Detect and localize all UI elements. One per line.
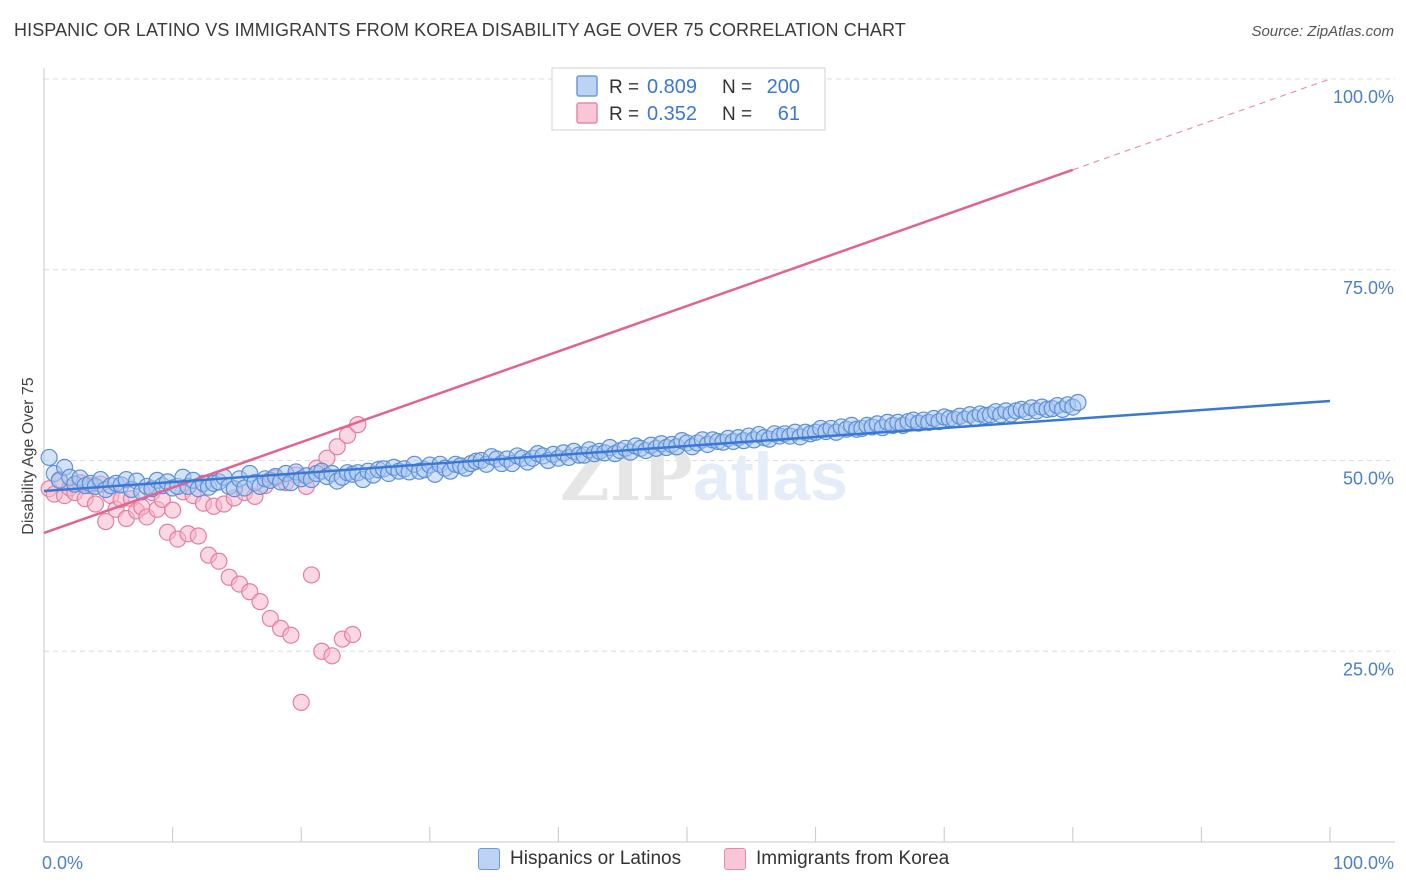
korea-point bbox=[251, 593, 269, 611]
korea-point bbox=[86, 495, 105, 513]
korea-point bbox=[292, 693, 310, 711]
hispanic-point bbox=[40, 448, 58, 467]
watermark-atlas: atlas bbox=[693, 439, 848, 515]
y-tick-label-0: 25.0% bbox=[1343, 659, 1394, 679]
korea-point bbox=[261, 609, 279, 628]
korea-point bbox=[328, 438, 346, 456]
korea-point bbox=[344, 625, 362, 644]
tick-labels: 0.0% 100.0% 25.0% 50.0% 75.0% 100.0% bbox=[42, 87, 1394, 873]
legend-r-value: 0.809 bbox=[647, 76, 697, 98]
hispanic-point bbox=[1069, 393, 1087, 412]
trend-lines bbox=[43, 78, 1331, 535]
korea-point bbox=[189, 527, 207, 545]
bottom-legend: Hispanics or Latinos Immigrants from Kor… bbox=[0, 848, 1406, 880]
legend-swatch-pink bbox=[724, 848, 746, 870]
legend-item-hispanics: Hispanics or Latinos bbox=[478, 848, 681, 870]
hispanic-trend-line bbox=[43, 399, 1331, 493]
korea-point bbox=[323, 647, 341, 665]
source-credit: Source: ZipAtlas.com bbox=[1251, 23, 1394, 40]
legend-r-label: R = bbox=[609, 104, 639, 125]
legend-item-korea: Immigrants from Korea bbox=[724, 848, 949, 870]
korea-point bbox=[338, 426, 357, 444]
correlation-legend: R = 0.809 N = 200 R = 0.352 N = 61 bbox=[551, 67, 826, 131]
legend-r-label: R = bbox=[609, 77, 639, 98]
korea-point bbox=[302, 566, 321, 584]
korea-point bbox=[210, 552, 228, 570]
legend-r-value: 0.352 bbox=[647, 103, 697, 125]
legend-swatch-blue bbox=[576, 75, 598, 97]
korea-trend-extension bbox=[1072, 78, 1331, 171]
legend-label-hispanics: Hispanics or Latinos bbox=[510, 848, 682, 869]
x-tick-label-min: 0.0% bbox=[42, 853, 83, 873]
legend-n-label: N = bbox=[722, 104, 752, 125]
legend-n-value: 200 bbox=[767, 76, 800, 98]
legend-swatch-blue bbox=[478, 848, 500, 870]
korea-point bbox=[282, 626, 300, 644]
y-tick-label-2: 75.0% bbox=[1343, 278, 1394, 298]
legend-n-label: N = bbox=[722, 77, 752, 98]
korea-point bbox=[164, 501, 182, 519]
gridlines bbox=[44, 78, 1395, 652]
korea-point bbox=[97, 512, 115, 531]
korea-point bbox=[241, 583, 259, 601]
y-tick-label-3: 100.0% bbox=[1333, 87, 1394, 107]
korea-trend-line bbox=[43, 168, 1074, 535]
legend-swatch-pink bbox=[576, 102, 598, 124]
legend-label-korea: Immigrants from Korea bbox=[756, 848, 950, 869]
x-tick-label-max: 100.0% bbox=[1333, 853, 1394, 873]
y-tick-label-1: 50.0% bbox=[1343, 469, 1394, 489]
chart-title: HISPANIC OR LATINO VS IMMIGRANTS FROM KO… bbox=[14, 20, 906, 40]
y-axis-label: Disability Age Over 75 bbox=[20, 377, 37, 535]
legend-n-value: 61 bbox=[778, 103, 800, 125]
